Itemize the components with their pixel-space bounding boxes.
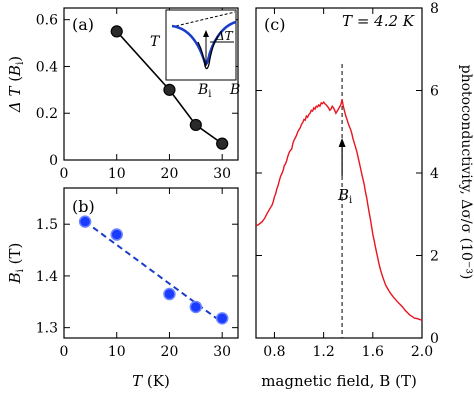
inset-marker-label: Bi — [197, 82, 212, 100]
y-tick-label: 0 — [430, 331, 439, 347]
panel-b: 0 10 20 30 1.3 1.4 1.5 (b) Bi (T) T (K) — [6, 187, 239, 390]
data-point — [189, 300, 203, 314]
x-tick-label: 0 — [60, 344, 69, 360]
panel-a: 0 10 20 30 0 0.2 0.4 0.6 (a) Δ T (Bi) ΔT T B Bi — [6, 7, 240, 182]
x-tick-label: 20 — [161, 166, 179, 182]
panel-c-arrow-label: Bi — [337, 186, 352, 206]
panel-a-frame — [63, 7, 239, 161]
data-point — [216, 137, 229, 150]
panel-a-label: (a) — [72, 15, 94, 34]
inset-ylabel: T — [150, 34, 161, 50]
y-tick-label: 1.5 — [36, 217, 58, 233]
x-tick-label: 30 — [213, 344, 231, 360]
y-tick-label: 4 — [430, 166, 439, 182]
y-tick-label: 0.6 — [36, 13, 58, 29]
data-point — [110, 228, 123, 241]
series-line — [116, 30, 223, 145]
panel-b-ticks: 0 10 20 30 1.3 1.4 1.5 — [36, 188, 238, 360]
panel-c: 0.8 1.2 1.6 2.00 2 4 6 8 (c) T = 4.2 K Bi magne… — [255, 1, 474, 390]
panel-b-plot — [78, 215, 229, 325]
inset-tangent-line — [175, 11, 236, 27]
x-tick-label: 30 — [213, 166, 231, 182]
inset-delta-label: ΔT — [215, 29, 234, 43]
panel-b-frame — [63, 187, 239, 339]
x-tick-label: 2.0 — [411, 344, 433, 360]
panel-b-xlabel: T (K) — [132, 372, 170, 390]
data-point — [163, 287, 176, 301]
y-tick-label: 8 — [430, 1, 439, 17]
inset-arrowhead — [203, 30, 209, 37]
panel-b-label: (b) — [72, 197, 95, 216]
x-tick-label: 20 — [161, 344, 179, 360]
y-tick-label: 1.3 — [36, 321, 58, 337]
marker-arrowhead — [338, 138, 346, 147]
panel-a-ylabel: Δ T (Bi) — [6, 56, 26, 113]
x-tick-label: 10 — [108, 344, 126, 360]
data-point — [189, 118, 202, 132]
panel-c-label: (c) — [264, 15, 285, 34]
panel-a-inset: ΔT T B Bi — [150, 9, 240, 100]
inset-xlabel: B — [229, 82, 240, 98]
y-tick-label: 6 — [430, 84, 439, 100]
x-tick-label: 0.8 — [263, 344, 285, 360]
panel-c-annotation: T = 4.2 K — [342, 12, 415, 30]
data-point — [215, 312, 229, 325]
y-tick-label: 1.4 — [36, 269, 58, 285]
panel-c-ylabel: photoconductivity, Δσ/σ (10⁻³) — [458, 65, 474, 280]
y-tick-label: 2 — [430, 249, 439, 265]
panel-c-ticks: 0.8 1.2 1.6 2.00 2 4 6 8 — [256, 1, 439, 360]
panel-c-plot — [255, 64, 423, 338]
panel-c-xlabel: magnetic field, B (T) — [261, 372, 417, 390]
inset-curve-black — [197, 35, 219, 70]
panel-b-ylabel: Bi (T) — [6, 243, 26, 285]
x-tick-label: 10 — [108, 166, 126, 182]
inset-frame — [165, 9, 237, 81]
series-line — [255, 99, 423, 321]
y-tick-label: 0.4 — [36, 59, 58, 75]
panel-c-frame — [255, 7, 423, 339]
y-tick-label: 0 — [49, 153, 58, 169]
y-tick-label: 0.2 — [36, 106, 58, 122]
data-point — [78, 215, 92, 228]
x-tick-label: 1.2 — [312, 344, 334, 360]
data-point — [163, 83, 176, 96]
x-tick-label: 1.6 — [362, 344, 384, 360]
x-tick-label: 0 — [60, 166, 69, 182]
panel-a-plot — [110, 25, 229, 150]
data-point — [110, 25, 123, 38]
